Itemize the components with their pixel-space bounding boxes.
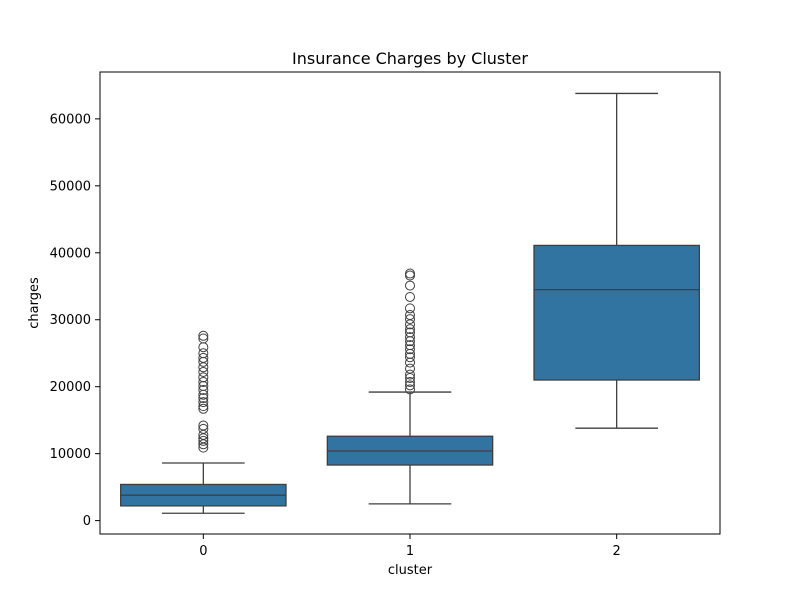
outlier-point — [198, 420, 209, 431]
outlier-point — [405, 332, 415, 343]
x-tick-label: 1 — [406, 544, 414, 559]
outlier-point — [198, 401, 209, 412]
outlier-point — [198, 348, 209, 359]
outlier-point — [198, 372, 209, 383]
box-group-cluster-0 — [120, 330, 287, 514]
outlier-point — [198, 352, 209, 363]
y-tick-label: 50000 — [50, 179, 91, 194]
outlier-point — [198, 385, 209, 396]
outlier-point — [198, 366, 209, 377]
axes: 0 10000 20000 30000 40000 50000 60000 0 1 2 — [50, 112, 621, 559]
outlier-point — [198, 397, 209, 408]
outlier-point — [405, 363, 415, 374]
box-group-cluster-2 — [533, 92, 700, 429]
y-tick-label: 10000 — [50, 447, 91, 462]
y-tick-label: 0 — [83, 514, 91, 529]
box-group-cluster-1 — [326, 268, 494, 505]
y-tick-label: 40000 — [50, 246, 91, 261]
outlier-point — [198, 377, 209, 388]
outlier-point — [405, 380, 415, 391]
y-tick-label: 20000 — [50, 380, 91, 395]
outlier-point — [405, 357, 415, 368]
outlier-point — [198, 330, 209, 341]
outlier-point — [405, 377, 415, 388]
y-axis-label: charges — [27, 277, 42, 329]
outlier-point — [405, 340, 415, 351]
y-tick-label: 30000 — [50, 313, 91, 328]
outlier-point — [405, 314, 415, 325]
outlier-point — [198, 435, 209, 446]
outlier-point — [405, 303, 415, 314]
outlier-point — [405, 384, 415, 395]
outlier-point — [198, 393, 209, 404]
outlier-point — [198, 342, 209, 353]
outlier-point — [405, 352, 415, 363]
x-tick-label: 2 — [613, 544, 621, 559]
outlier-point — [198, 333, 209, 344]
outlier-point — [405, 280, 415, 291]
outlier-point — [405, 270, 415, 281]
y-tick-label: 60000 — [50, 112, 91, 127]
outlier-point — [405, 327, 415, 338]
outlier-point — [405, 291, 415, 302]
x-axis-label: cluster — [388, 563, 433, 578]
outlier-point — [405, 324, 415, 335]
plot-area — [120, 92, 700, 514]
outlier-point — [405, 344, 415, 355]
x-tick-label: 0 — [199, 544, 207, 559]
chart-title: Insurance Charges by Cluster — [292, 49, 528, 68]
outlier-point — [198, 423, 209, 434]
outlier-point — [405, 369, 415, 380]
box-cluster-2 — [533, 244, 700, 381]
outlier-point — [198, 403, 209, 414]
outlier-point — [405, 268, 415, 279]
outlier-point — [405, 310, 415, 321]
